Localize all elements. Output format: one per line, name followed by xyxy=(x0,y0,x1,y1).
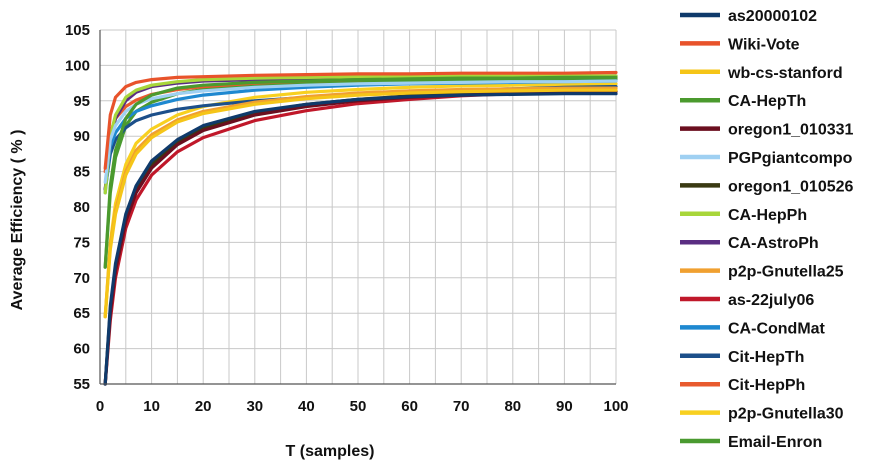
legend-label: as-22july06 xyxy=(728,292,814,309)
x-tick-label: 70 xyxy=(453,398,470,415)
legend-label: p2p-Gnutella25 xyxy=(728,264,844,281)
series-line-Wiki-Vote xyxy=(103,70,618,170)
chart-legend: as20000102 Wiki-Vote wb-cs-stanford CA-HepT… xyxy=(680,8,854,451)
legend-label: oregon1_010526 xyxy=(728,178,854,195)
series-line-CA-HepTh xyxy=(103,75,618,269)
x-tick-label: 100 xyxy=(603,398,628,415)
x-tick-label: 80 xyxy=(504,398,521,415)
y-axis-title: Average Efficiency ( % ) xyxy=(9,130,26,311)
y-tick-label: 60 xyxy=(73,341,90,358)
y-tick-label: 55 xyxy=(73,376,90,393)
legend-label: oregon1_010331 xyxy=(728,122,854,139)
series-line-as20000102 xyxy=(103,92,618,386)
series-line-oregon1_010526 xyxy=(103,89,618,386)
legend-label: Email-Enron xyxy=(728,434,822,451)
legend-label: as20000102 xyxy=(728,8,817,25)
series-line-as-22july06 xyxy=(103,89,618,386)
chart-tick-labels: 0 10 20 30 40 50 60 70 80 90 100 55 60 65 70 75 80 85 90 95… xyxy=(65,22,629,415)
legend-label: wb-cs-stanford xyxy=(727,65,843,82)
x-tick-label: 0 xyxy=(96,398,104,415)
series-line-oregon1_010331 xyxy=(103,89,618,386)
x-tick-label: 30 xyxy=(246,398,263,415)
y-tick-label: 85 xyxy=(73,164,90,181)
y-tick-label: 105 xyxy=(65,22,90,39)
y-tick-label: 75 xyxy=(73,234,90,251)
x-tick-label: 50 xyxy=(350,398,367,415)
series-line-p2p-Gnutella25 xyxy=(103,86,618,319)
series-line-CA-HepPh xyxy=(103,74,618,195)
legend-label: Cit-HepTh xyxy=(728,349,804,366)
x-tick-label: 60 xyxy=(401,398,418,415)
x-tick-label: 90 xyxy=(556,398,573,415)
x-tick-label: 10 xyxy=(143,398,160,415)
legend-label: PGPgiantcompo xyxy=(728,150,853,167)
chart-axes xyxy=(99,30,616,385)
y-tick-label: 80 xyxy=(73,199,90,216)
y-tick-label: 70 xyxy=(73,270,90,287)
legend-label: Wiki-Vote xyxy=(728,36,800,53)
y-tick-label: 90 xyxy=(73,128,90,145)
series-line-PGPgiantcompo xyxy=(103,79,618,184)
x-tick-label: 40 xyxy=(298,398,315,415)
legend-label: p2p-Gnutella30 xyxy=(728,406,844,423)
legend-label: CA-HepPh xyxy=(728,207,807,224)
y-tick-label: 65 xyxy=(73,305,90,322)
y-tick-label: 100 xyxy=(65,57,90,74)
series-line-wb-cs-stanford xyxy=(103,88,618,319)
x-tick-label: 20 xyxy=(195,398,212,415)
legend-label: CA-AstroPh xyxy=(728,235,819,252)
chart-series xyxy=(103,70,618,386)
legend-label: CA-HepTh xyxy=(728,93,806,110)
y-tick-label: 95 xyxy=(73,93,90,110)
x-axis-title: T (samples) xyxy=(286,443,375,460)
legend-label: Cit-HepPh xyxy=(728,377,805,394)
legend-label: CA-CondMat xyxy=(728,320,826,337)
